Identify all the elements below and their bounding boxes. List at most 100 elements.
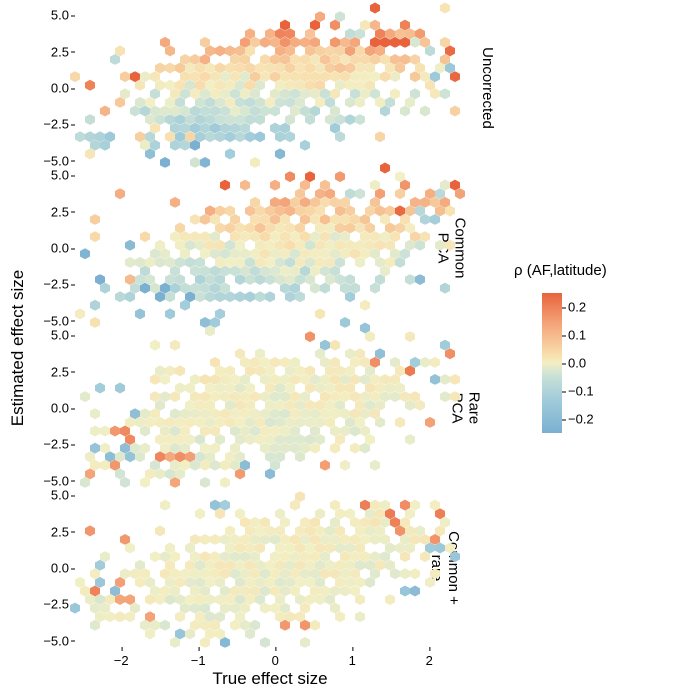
legend-tick: −0.1	[568, 384, 594, 399]
hex-cell	[420, 214, 430, 225]
hex-cell	[355, 188, 365, 199]
hex-cell	[220, 585, 230, 596]
hex-cell	[340, 54, 350, 65]
hex-cell	[285, 400, 295, 411]
hex-cell	[130, 105, 140, 116]
hex-cell	[435, 525, 445, 536]
hex-cell	[300, 603, 310, 614]
hex-cell	[85, 148, 95, 159]
hex-cell	[300, 248, 310, 259]
hex-cell	[290, 425, 300, 436]
hex-cell	[245, 274, 255, 285]
hex-cell	[400, 180, 410, 191]
hex-cell	[395, 365, 405, 376]
hex-cell	[195, 80, 205, 91]
hex-cell	[240, 180, 250, 191]
hex-cell	[90, 214, 100, 225]
hex-cell	[265, 434, 275, 445]
panel-label: Uncorrected	[480, 47, 497, 129]
hex-cell	[230, 391, 240, 402]
hex-cell	[315, 543, 325, 554]
hex-cell	[295, 451, 305, 462]
hex-cell	[160, 500, 170, 511]
hex-cell	[160, 283, 170, 294]
hex-cell	[310, 248, 320, 259]
y-tick: 2.5	[35, 204, 69, 219]
hex-cell	[295, 594, 305, 605]
hex-cell	[320, 408, 330, 419]
hex-cell	[330, 408, 340, 419]
hex-cell	[345, 223, 355, 234]
hex-cell	[225, 560, 235, 571]
hex-cell	[370, 71, 380, 82]
hex-cell	[305, 63, 315, 74]
hex-cell	[330, 443, 340, 454]
x-tick: 2	[426, 653, 433, 668]
hex-cell	[215, 577, 225, 588]
hex-cell	[280, 391, 290, 402]
hex-cell	[380, 500, 390, 511]
hex-cell	[435, 543, 445, 554]
y-tick: −5.0	[35, 473, 69, 488]
hex-cell	[305, 274, 315, 285]
hex-cell	[120, 88, 130, 99]
hex-cell	[430, 71, 440, 82]
hex-cell	[195, 451, 205, 462]
hex-cell	[125, 543, 135, 554]
hex-cell	[330, 248, 340, 259]
hex-cell	[205, 383, 215, 394]
hex-cell	[265, 577, 275, 588]
hex-cell	[260, 408, 270, 419]
hex-cell	[270, 568, 280, 579]
hex-cell	[375, 508, 385, 519]
hex-cell	[285, 274, 295, 285]
hex-cell	[405, 434, 415, 445]
hex-cell	[305, 577, 315, 588]
hex-cell	[280, 425, 290, 436]
hex-cell	[275, 97, 285, 108]
hex-cell	[365, 400, 375, 411]
hex-cell	[190, 123, 200, 134]
hex-cell	[200, 317, 210, 328]
hex-cell	[130, 408, 140, 419]
hex-cell	[310, 197, 320, 208]
hex-cell	[205, 80, 215, 91]
hex-cell	[170, 443, 180, 454]
hex-cell	[235, 577, 245, 588]
hex-cell	[370, 551, 380, 562]
hex-cell	[315, 205, 325, 216]
hex-cell	[400, 500, 410, 511]
hex-cell	[340, 568, 350, 579]
hex-cell	[185, 383, 195, 394]
y-tick: 5.0	[35, 328, 69, 343]
hex-cell	[125, 434, 135, 445]
hex-cell	[350, 391, 360, 402]
hex-cell	[345, 274, 355, 285]
hex-cell	[360, 500, 370, 511]
hex-cell	[175, 468, 185, 479]
hex-cell	[280, 248, 290, 259]
hex-cell	[315, 63, 325, 74]
hex-cell	[305, 45, 315, 56]
hex-cell	[325, 114, 335, 125]
hex-cell	[70, 71, 80, 82]
hex-cell	[270, 248, 280, 259]
hex-cell	[210, 568, 220, 579]
hex-cell	[230, 443, 240, 454]
hex-cell	[315, 417, 325, 428]
hex-cell	[320, 357, 330, 368]
hex-cell	[330, 123, 340, 134]
hex-cell	[245, 417, 255, 428]
hex-cell	[400, 248, 410, 259]
hexbin-plot	[75, 328, 460, 488]
hex-cell	[335, 45, 345, 56]
hex-cell	[360, 71, 370, 82]
hex-cell	[175, 63, 185, 74]
hex-cell	[210, 88, 220, 99]
hex-cell	[365, 577, 375, 588]
hex-cell	[410, 585, 420, 596]
hex-cell	[190, 534, 200, 545]
hex-cell	[350, 71, 360, 82]
hex-cell	[390, 54, 400, 65]
hex-cell	[425, 80, 435, 91]
